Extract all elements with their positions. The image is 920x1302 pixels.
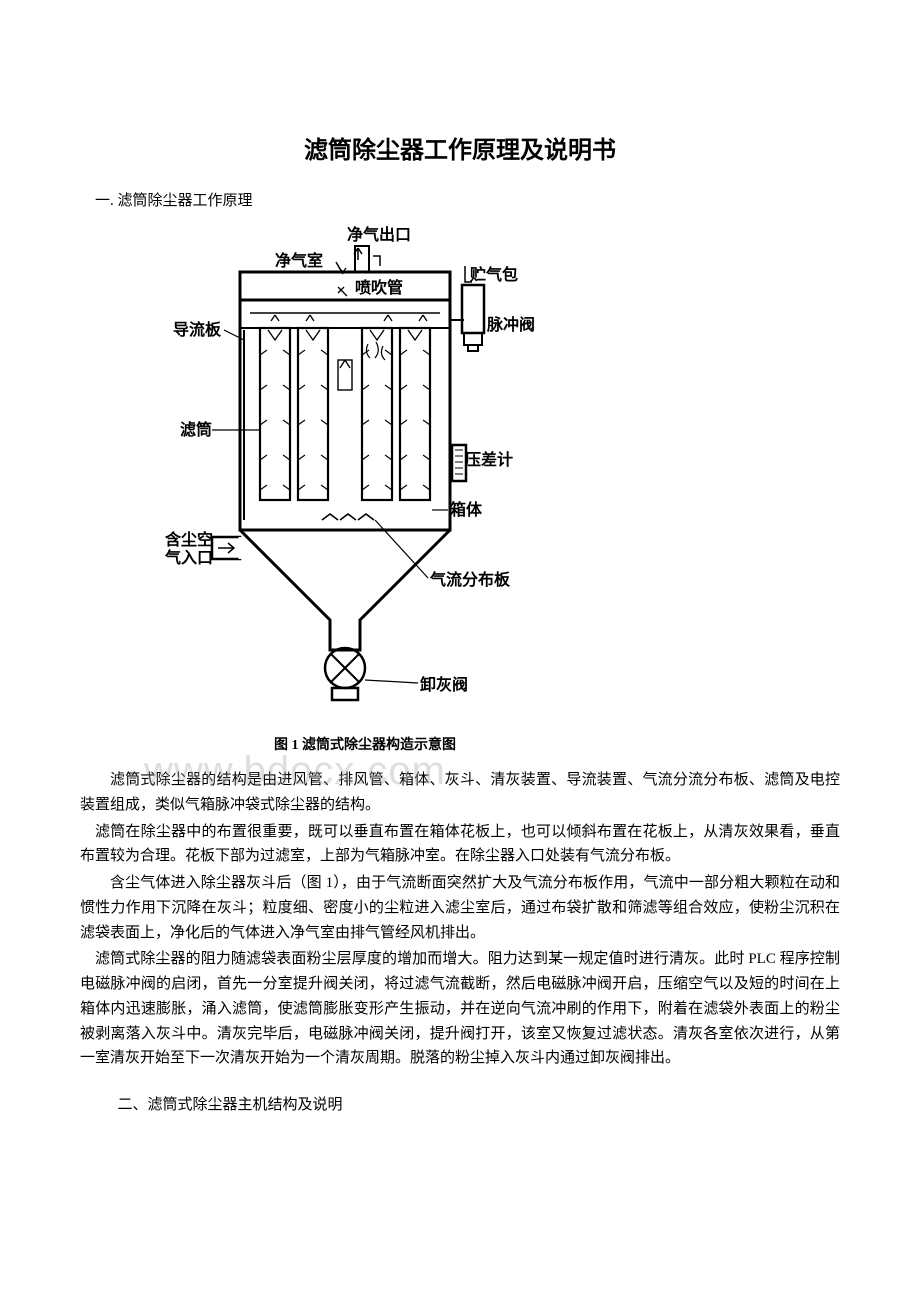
label-discharge: 卸灰阀	[420, 675, 468, 694]
label-outlet: 净气出口	[347, 225, 411, 244]
label-pulse-valve: 脉冲阀	[486, 315, 535, 334]
diagram-caption: 图 1 滤筒式除尘器构造示意图	[140, 734, 590, 754]
dist-plate	[322, 514, 374, 520]
label-dist-plate: 气流分布板	[429, 570, 511, 589]
paragraph-2: 滤筒在除尘器中的布置很重要，既可以垂直布置在箱体花板上，也可以倾斜布置在花板上，…	[80, 820, 840, 870]
label-box: 箱体	[450, 500, 483, 519]
label-inlet1: 含尘空	[165, 530, 213, 549]
label-dp-gauge: 压差计	[465, 450, 513, 469]
section2-heading: 二、滤筒式除尘器主机结构及说明	[80, 1093, 840, 1114]
hopper	[240, 530, 450, 650]
label-air-bag: 贮气包	[469, 265, 518, 284]
section1-heading: 一. 滤筒除尘器工作原理	[80, 189, 840, 210]
label-cartridge: 滤筒	[180, 420, 212, 439]
clean-chamber-rect	[240, 272, 450, 300]
paragraph-1: 滤筒式除尘器的结构是由进风管、排风管、箱体、灰斗、清灰装置、导流装置、气流分流分…	[80, 768, 840, 818]
label-inlet2: 气入口	[164, 548, 213, 567]
label-deflector: 导流板	[173, 320, 222, 339]
air-bag	[462, 285, 484, 333]
paragraph-4: 滤筒式除尘器的阻力随滤袋表面粉尘层厚度的增加而增大。阻力达到某一规定值时进行清灰…	[80, 947, 840, 1071]
label-blow-pipe: 喷吹管	[355, 278, 403, 297]
schematic-diagram: 净气出口 净气室 贮气包 喷吹管 脉冲阀 导流板 滤筒 压差计 箱体 含尘空 气…	[140, 220, 590, 730]
cartridges	[260, 328, 430, 500]
diagram-container: 净气出口 净气室 贮气包 喷吹管 脉冲阀 导流板 滤筒 压差计 箱体 含尘空 气…	[140, 220, 590, 754]
paragraph-3: 含尘气体进入除尘器灰斗后（图 1），由于气流断面突然扩大及气流分布板作用，气流中…	[80, 871, 840, 945]
page-title: 滤筒除尘器工作原理及说明书	[80, 130, 840, 165]
label-clean-chamber: 净气室	[275, 251, 323, 270]
